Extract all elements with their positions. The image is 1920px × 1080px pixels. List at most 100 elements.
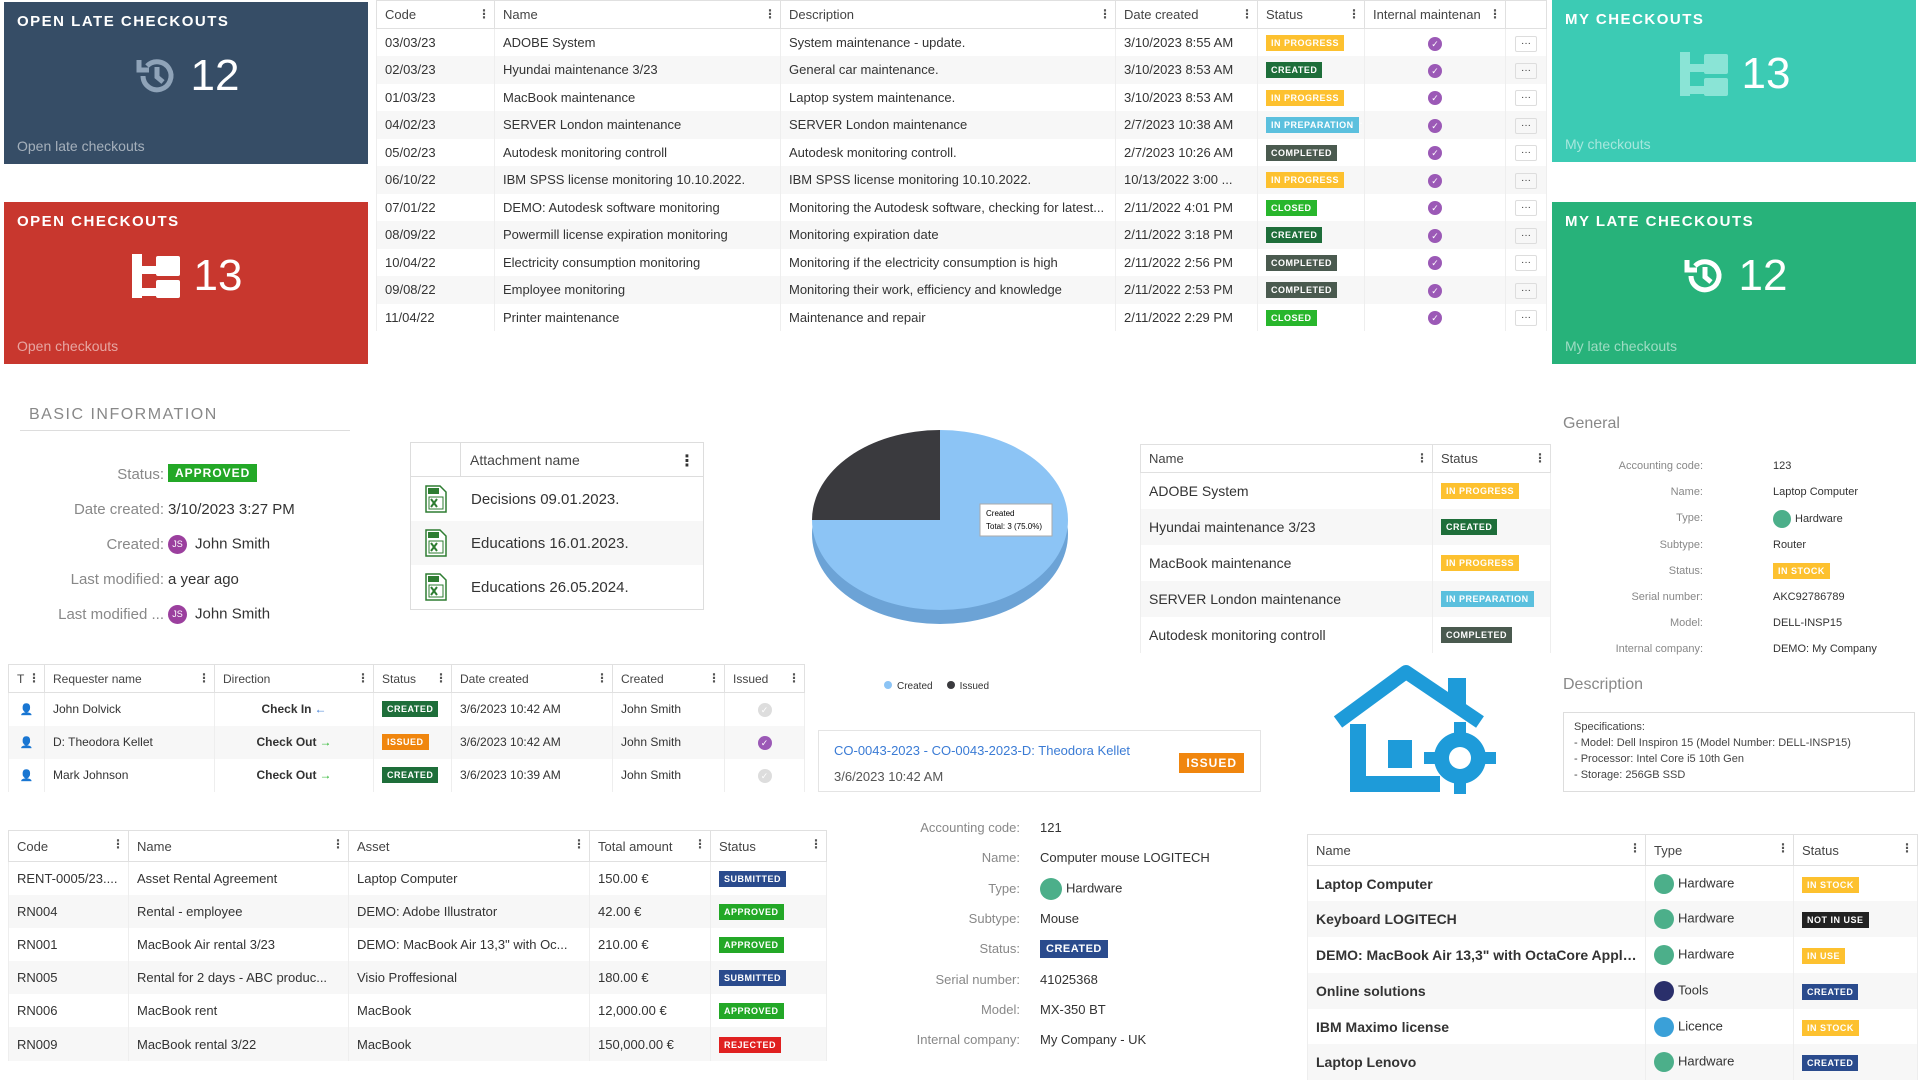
checkout-title-link[interactable]: CO-0043-2023-D: Theodora Kellet — [931, 743, 1131, 758]
column-menu-icon[interactable]: ⋮ — [332, 837, 344, 851]
column-header[interactable]: Created ⋮ — [612, 664, 725, 693]
column-header[interactable]: Name ⋮ — [1140, 444, 1433, 473]
column-menu-icon[interactable]: ⋮ — [810, 837, 822, 851]
table-row[interactable]: RN005 Rental for 2 days - ABC produc... Vi… — [8, 961, 827, 995]
more-options-button[interactable]: ··· — [1515, 35, 1537, 52]
legend-item-created[interactable]: Created — [884, 681, 933, 692]
attachment-name[interactable]: Educations 26.05.2024. — [471, 578, 629, 596]
table-row[interactable]: RENT-0005/23.... Asset Rental Agreement La… — [8, 861, 827, 895]
more-options-button[interactable]: ··· — [1515, 200, 1537, 217]
table-row[interactable]: RN009 MacBook rental 3/22 MacBook 150,000.0… — [8, 1027, 827, 1061]
checkout-code-link[interactable]: CO-0043-2023 — [834, 743, 920, 758]
attachment-row[interactable]: Decisions 09.01.2023. — [411, 477, 703, 521]
column-menu-icon[interactable]: ⋮ — [679, 453, 695, 470]
column-menu-icon[interactable]: ⋮ — [1777, 841, 1789, 855]
table-row[interactable]: Autodesk monitoring controll COMPLETED — [1140, 616, 1551, 653]
more-options-button[interactable]: ··· — [1515, 172, 1537, 189]
tile-open-checkouts[interactable]: OPEN CHECKOUTS 13 Open checkouts — [4, 202, 368, 364]
table-row[interactable]: 10/04/22 Electricity consumption monitori… — [376, 248, 1547, 276]
table-row[interactable]: 09/08/22 Employee monitoring Monitoring th… — [376, 276, 1547, 304]
column-header[interactable]: Requester name ⋮ — [44, 664, 215, 693]
column-menu-icon[interactable]: ⋮ — [573, 837, 585, 851]
table-row[interactable]: MacBook maintenance IN PROGRESS — [1140, 544, 1551, 581]
column-menu-icon[interactable]: ⋮ — [1241, 7, 1253, 21]
table-row[interactable]: 03/03/23 ADOBE System System maintenance -… — [376, 28, 1547, 56]
tile-my-late-checkouts[interactable]: MY LATE CHECKOUTS 12 My late checkouts — [1552, 202, 1916, 364]
column-header[interactable]: Direction ⋮ — [214, 664, 374, 693]
attachment-name[interactable]: Decisions 09.01.2023. — [471, 490, 620, 508]
column-menu-icon[interactable]: ⋮ — [1416, 451, 1428, 465]
column-menu-icon[interactable]: ⋮ — [694, 837, 706, 851]
column-header[interactable]: Description ⋮ — [780, 0, 1116, 29]
table-row[interactable]: SERVER London maintenance IN PREPARATION — [1140, 580, 1551, 617]
column-header[interactable]: Internal maintenan ⋮ — [1364, 0, 1506, 29]
column-header[interactable]: Type ⋮ — [1645, 834, 1794, 866]
column-header[interactable]: Status ⋮ — [373, 664, 452, 693]
table-row[interactable]: Laptop Lenovo Hardware CREATED — [1307, 1044, 1918, 1080]
table-row[interactable]: Keyboard LOGITECH Hardware NOT IN USE — [1307, 901, 1918, 938]
column-menu-icon[interactable]: ⋮ — [764, 7, 776, 21]
column-menu-icon[interactable]: ⋮ — [1534, 451, 1546, 465]
attachment-name-header[interactable]: Attachment name — [470, 452, 580, 468]
attachment-row[interactable]: Educations 16.01.2023. — [411, 521, 703, 565]
table-row[interactable]: IBM Maximo license Licence IN STOCK — [1307, 1008, 1918, 1045]
column-menu-icon[interactable]: ⋮ — [596, 671, 608, 685]
pie-slice-issued[interactable] — [812, 430, 940, 520]
table-row[interactable]: Hyundai maintenance 3/23 CREATED — [1140, 508, 1551, 545]
column-header[interactable]: Name ⋮ — [128, 830, 349, 862]
more-options-button[interactable]: ··· — [1515, 145, 1537, 162]
column-header[interactable]: Code ⋮ — [8, 830, 129, 862]
table-row[interactable]: DEMO: MacBook Air 13,3" with OctaCore Ap… — [1307, 937, 1918, 973]
column-menu-icon[interactable]: ⋮ — [198, 671, 210, 685]
column-header[interactable]: Status ⋮ — [1432, 444, 1551, 473]
more-options-button[interactable]: ··· — [1515, 255, 1537, 272]
column-header[interactable]: Name ⋮ — [1307, 834, 1646, 866]
column-menu-icon[interactable]: ⋮ — [357, 671, 369, 685]
table-row[interactable]: RN006 MacBook rent MacBook 12,000.00 € APPRO… — [8, 994, 827, 1028]
table-row[interactable]: Online solutions Tools CREATED — [1307, 972, 1918, 1009]
column-menu-icon[interactable]: ⋮ — [478, 7, 490, 21]
column-header[interactable]: Status ⋮ — [1793, 834, 1918, 866]
column-menu-icon[interactable]: ⋮ — [28, 671, 40, 685]
table-row[interactable]: Laptop Computer Hardware IN STOCK — [1307, 865, 1918, 902]
column-menu-icon[interactable]: ⋮ — [1629, 841, 1641, 855]
more-options-button[interactable]: ··· — [1515, 282, 1537, 299]
legend-item-issued[interactable]: Issued — [946, 681, 989, 692]
column-header[interactable]: Status ⋮ — [710, 830, 827, 862]
table-row[interactable]: 02/03/23 Hyundai maintenance 3/23 General … — [376, 56, 1547, 84]
column-header[interactable]: Code ⋮ — [376, 0, 495, 29]
column-menu-icon[interactable]: ⋮ — [435, 671, 447, 685]
table-row[interactable]: 06/10/22 IBM SPSS license monitoring 10.1… — [376, 166, 1547, 194]
table-row[interactable]: 01/03/23 MacBook maintenance Laptop system… — [376, 83, 1547, 111]
column-header[interactable]: Date created ⋮ — [451, 664, 613, 693]
attachment-name[interactable]: Educations 16.01.2023. — [471, 534, 629, 552]
column-menu-icon[interactable]: ⋮ — [1099, 7, 1111, 21]
checkout-card[interactable]: CO-0043-2023 - CO-0043-2023-D: Theodora … — [818, 730, 1261, 792]
more-options-button[interactable]: ··· — [1515, 90, 1537, 107]
tile-my-checkouts[interactable]: MY CHECKOUTS 13 My checkouts — [1552, 0, 1916, 162]
column-menu-icon[interactable]: ⋮ — [1348, 7, 1360, 21]
column-menu-icon[interactable]: ⋮ — [112, 837, 124, 851]
column-menu-icon[interactable]: ⋮ — [788, 671, 800, 685]
more-options-button[interactable]: ··· — [1515, 310, 1537, 327]
column-header[interactable]: Issued ⋮ — [724, 664, 805, 693]
column-header[interactable]: T ⋮ — [8, 664, 45, 693]
column-header[interactable]: Date created ⋮ — [1115, 0, 1258, 29]
table-row[interactable]: 04/02/23 SERVER London maintenance SERVER … — [376, 111, 1547, 139]
column-menu-icon[interactable]: ⋮ — [1489, 7, 1501, 21]
more-options-button[interactable]: ··· — [1515, 117, 1537, 134]
table-row[interactable]: 08/09/22 Powermill license expiration mon… — [376, 221, 1547, 249]
column-header[interactable]: Total amount ⋮ — [589, 830, 711, 862]
table-row[interactable]: ADOBE System IN PROGRESS — [1140, 472, 1551, 509]
column-header[interactable]: Status ⋮ — [1257, 0, 1365, 29]
table-row[interactable]: RN004 Rental - employee DEMO: Adobe Illust… — [8, 894, 827, 928]
table-row[interactable]: 👤 D: Theodora Kellet Check Out → ISSUED 3/6/2… — [8, 725, 805, 759]
attachment-row[interactable]: Educations 26.05.2024. — [411, 565, 703, 609]
table-row[interactable]: RN001 MacBook Air rental 3/23 DEMO: MacBoo… — [8, 927, 827, 962]
table-row[interactable]: 05/02/23 Autodesk monitoring controll Auto… — [376, 138, 1547, 166]
more-options-button[interactable]: ··· — [1515, 227, 1537, 244]
tile-open-late-checkouts[interactable]: OPEN LATE CHECKOUTS 12 Open late checkou… — [4, 2, 368, 164]
table-row[interactable]: 11/04/22 Printer maintenance Maintenance a… — [376, 303, 1547, 331]
more-options-button[interactable]: ··· — [1515, 62, 1537, 79]
table-row[interactable]: 07/01/22 DEMO: Autodesk software monitori… — [376, 193, 1547, 221]
